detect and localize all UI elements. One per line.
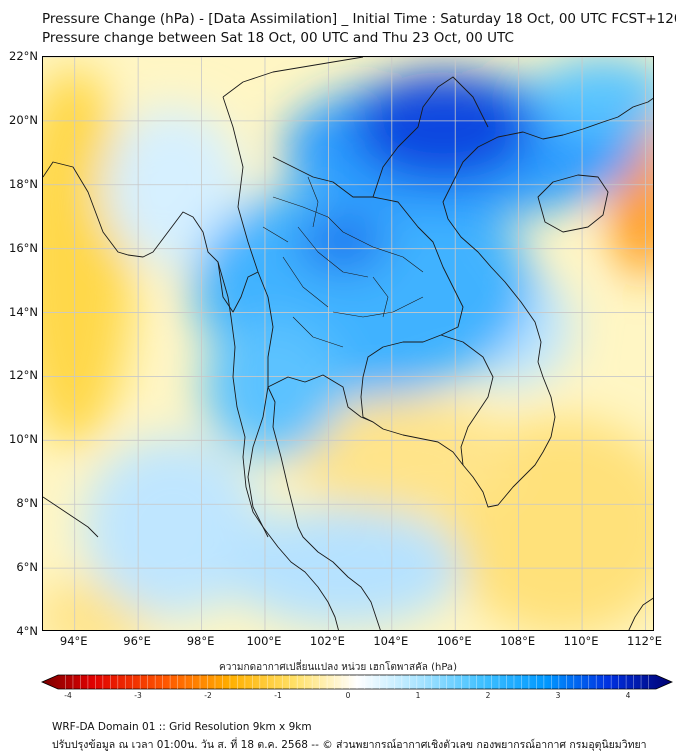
coastline-peninsula-west [247,386,339,630]
border-cambodia-vietnam [440,334,494,466]
lon-tick-label: 94°E [59,634,88,648]
slight-fall-south [223,507,463,627]
coastline-south-china [617,97,653,118]
provinces-thailand [262,176,424,348]
lon-tick-label: 106°E [436,634,472,648]
lat-tick-label: 12°N [9,368,38,383]
gridlines [43,57,653,630]
lon-tick-label: 96°E [123,634,151,648]
chart-subtitle: Pressure change between Sat 18 Oct, 00 U… [42,30,514,46]
lat-tick-label: 6°N [16,560,38,575]
lon-tick-label: 100°E [246,634,282,648]
coastline-sumatra [43,496,99,538]
coastline-vietnam-central [442,116,619,363]
lat-tick-label: 14°N [9,304,38,319]
colorbar [41,674,673,690]
chart-title: Pressure Change (hPa) - [Data Assimilati… [42,11,676,27]
colorbar-tick-label: -1 [274,691,282,700]
lat-tick-label: 10°N [9,432,38,447]
border-laos-vietnam [372,76,489,198]
pressure-change-map [43,57,653,630]
lon-tick-label: 110°E [563,634,599,648]
slight-fall-andaman [83,437,263,617]
lon-tick-label: 108°E [500,634,536,648]
footer-model-info: WRF-DA Domain 01 :: Grid Resolution 9km … [52,721,312,733]
coastline-myanmar-south [217,261,269,538]
coastline-hainan [537,174,609,233]
colorbar-title: ความกดอากาศเปลี่ยนแปลง หน่วย เฮกโตพาสคัล… [219,662,457,673]
lon-tick-label: 98°E [186,634,215,648]
colorbar-tick-label: -3 [134,691,142,700]
lon-tick-label: 104°E [373,634,409,648]
lat-tick-label: 16°N [9,240,38,255]
colorbar-tick-label: 2 [485,691,491,700]
colorbar-tick-label: -2 [204,691,212,700]
lat-tick-label: 8°N [16,496,38,511]
coastlines-and-borders [43,57,653,630]
colorbar-tick-label: 4 [625,691,631,700]
footer-credit: ปรับปรุงข้อมูล ณ เวลา 01:00น. วัน ส. ที่… [52,739,647,751]
coastline-myanmar-bay [43,161,259,313]
strong-fall-region [353,72,533,182]
lon-tick-label: 102°E [309,634,345,648]
coastline-peninsula-east [267,386,381,630]
rise-region-gulf [293,397,513,517]
border-thailand-cambodia [360,334,442,423]
colorbar-tick-label: 1 [415,691,421,700]
colorbar-tick-label: -4 [64,691,72,700]
map-panel [42,56,654,631]
strong-fall-center [298,212,388,272]
lat-tick-label: 20°N [9,112,38,127]
fall-region-central [203,317,343,457]
lon-tick-label: 112°E [627,634,662,648]
border-thailand-laos [272,156,464,336]
lat-tick-label: 4°N [16,624,38,638]
coastline-cambodia-vietnam-south [382,361,556,508]
colorbar-separators [65,675,649,689]
lat-tick-label: 18°N [9,176,38,191]
colorbar-tick-label: 0 [345,691,351,700]
fall-region-northeast [533,57,653,137]
border-myanmar-thailand [222,96,274,387]
border-china-north [222,57,364,98]
lat-tick-label: 22°N [9,49,38,63]
coastline-borneo [628,597,653,630]
colorbar-tick-label: 3 [555,691,561,700]
